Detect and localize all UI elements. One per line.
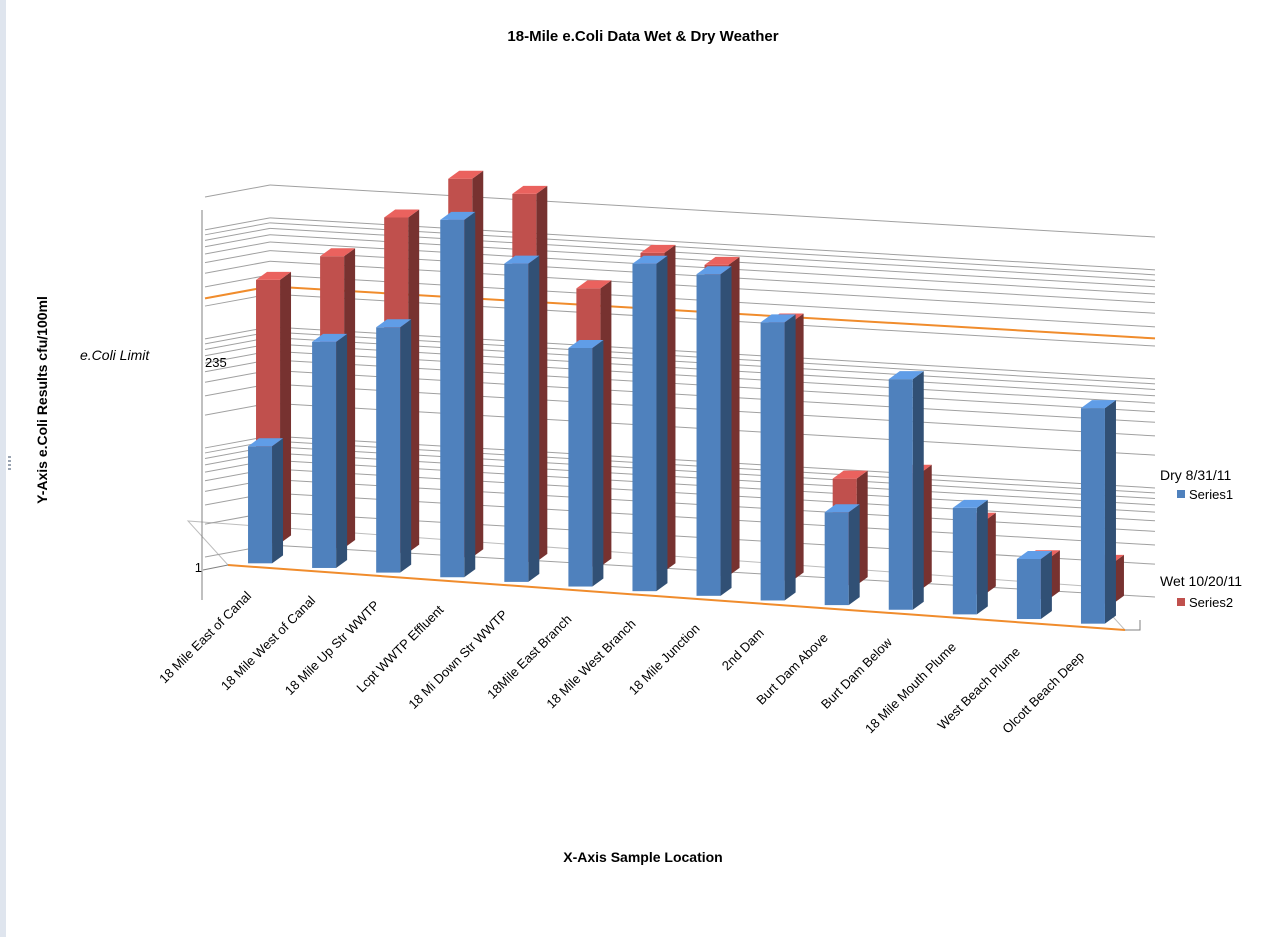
gridline-side [204,274,271,288]
legend-group-dry: Dry 8/31/11 [1160,467,1232,483]
legend-item-series1: Series1 [1189,487,1233,502]
bar-side [464,211,476,578]
bar-front [568,347,593,587]
legend-item-series2: Series2 [1189,595,1233,610]
bar-front [440,219,465,578]
gridline-side [204,227,271,241]
resize-grip-icon[interactable] [8,456,11,470]
bar-side [592,339,604,587]
chart-title: 18-Mile e.Coli Data Wet & Dry Weather [507,28,778,45]
legend: Dry 8/31/11 Series1 Wet 10/20/11 Series2 [1160,467,1242,610]
x-tick-label: 2nd Dam [719,625,767,673]
bar-front [760,322,785,601]
legend-swatch-series2 [1177,598,1185,606]
bar-top [1016,551,1052,560]
bar-front [504,263,529,582]
bar-top [256,271,292,280]
x-axis-title: X-Axis Sample Location [563,849,722,865]
gridline-side [204,234,271,248]
bar-series1-10 [888,371,924,610]
bar-side [336,333,348,568]
bar-side [1104,400,1116,624]
bar-series1-9 [824,504,860,606]
bar-top [888,371,924,380]
bar-series1-7 [696,266,732,596]
baseline-axis [227,564,1126,631]
bar-side [528,255,540,582]
bar-front [1016,559,1041,620]
bar-side [656,255,668,592]
bar-side [720,266,732,596]
bar-side [848,504,860,606]
bar-side [784,314,796,601]
bar-top [1080,400,1116,409]
gridline-side [204,222,271,236]
bar-series1-1 [312,333,348,568]
bar-top [576,280,612,289]
gridline-side [204,241,271,255]
bar-top [824,504,860,513]
bar-top [320,248,356,257]
x-tick-label: Burt Dam Below [818,634,895,711]
gridline-side [204,260,271,274]
bar-top [512,185,548,194]
bar-front [312,341,337,568]
bar-top [384,209,420,218]
legend-group-wet: Wet 10/20/11 [1160,573,1242,589]
x-tick-label: 18 Mile Junction [626,621,703,698]
gridline-side [204,250,271,264]
bar-side [976,499,988,615]
bar-series1-3 [440,211,476,578]
bar-top [504,255,540,264]
bar-side [400,319,412,573]
bar-front [376,327,401,573]
bar-series1-13 [1080,400,1116,624]
bar-series1-4 [504,255,540,582]
bar-top [760,314,796,323]
bar-front [952,507,977,615]
bar-top [312,333,348,342]
bar-front [824,512,849,606]
bar-top [696,266,732,275]
gridline-back [269,184,1156,238]
legend-swatch-series1 [1177,490,1185,498]
y-axis-title: Y-Axis e.Coli Results cfu/100ml [34,296,50,504]
bar-series1-6 [632,255,668,592]
bar-series1-8 [760,314,796,601]
bar-series1-12 [1016,551,1052,620]
y-tick-mark [202,564,229,571]
bar-top [832,470,868,479]
bar-front [248,446,273,564]
bar-top [448,170,484,179]
bar-top [632,255,668,264]
bar-series1-2 [376,319,412,573]
bar-front [1080,408,1105,624]
bar-top [376,319,412,328]
bar-front [632,263,657,592]
bar-series1-11 [952,499,988,615]
bar-front [696,274,721,596]
bar-side [1040,551,1052,620]
floor-edge-right [1125,620,1141,631]
bar-top [248,438,284,447]
bar-top [640,244,676,253]
bar-top [568,339,604,348]
bar-top [704,256,740,265]
y-tick-label-1: 1 [195,560,202,575]
x-tick-label: Burt Dam Above [753,630,831,708]
bar-side [272,438,284,564]
bar-top [440,211,476,220]
gridline-side [204,184,271,198]
gridline-side [204,217,271,231]
bar-series1-0 [248,438,284,564]
y-tick-label-235: 235 [205,355,227,370]
bars-group [248,170,1124,624]
bar-top [952,499,988,508]
bar-series1-5 [568,339,604,587]
bar-side [912,371,924,610]
limit-line-label: e.Coli Limit [80,347,150,363]
bar-front [888,379,913,610]
